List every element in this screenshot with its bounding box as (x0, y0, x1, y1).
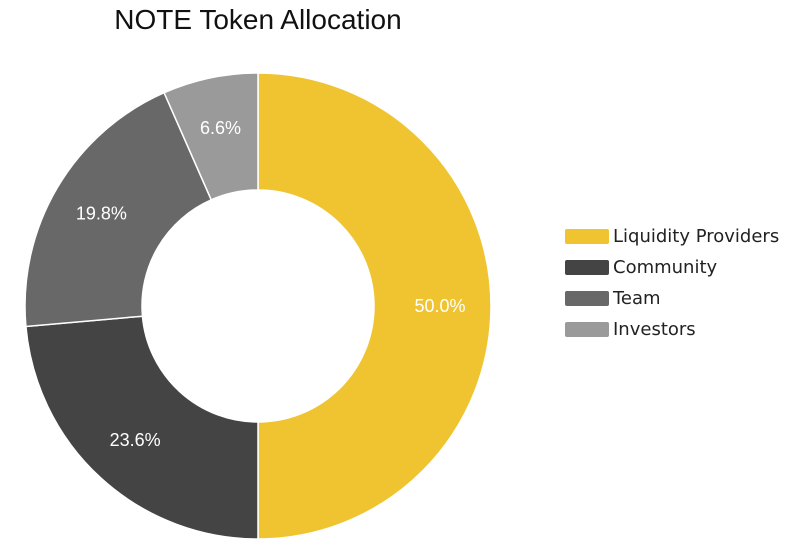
slice-label-community: 23.6% (110, 430, 161, 450)
legend-label: Investors (613, 319, 696, 340)
legend-swatch (565, 229, 609, 244)
legend-swatch (565, 260, 609, 275)
chart-title: NOTE Token Allocation (114, 4, 402, 35)
slice-investors (163, 72, 259, 201)
slice-label-liquidity-providers: 50.0% (414, 296, 465, 316)
chart-legend: Liquidity Providers Community Team Investor… (565, 221, 779, 345)
slice-label-team: 19.8% (76, 203, 127, 223)
donut-chart: 50.0% 23.6% 19.8% 6.6% (24, 72, 492, 540)
slice-label-investors: 6.6% (200, 118, 241, 138)
legend-item-liquidity-providers: Liquidity Providers (565, 221, 779, 252)
slice-community (25, 315, 259, 540)
slice-liquidity-providers (257, 72, 492, 540)
slice-team (24, 91, 213, 328)
legend-label: Liquidity Providers (613, 226, 780, 247)
legend-swatch (565, 291, 609, 306)
legend-item-team: Team (565, 283, 779, 314)
legend-label: Team (613, 288, 661, 309)
legend-item-community: Community (565, 252, 779, 283)
donut-slices (24, 72, 492, 540)
legend-item-investors: Investors (565, 314, 779, 345)
slice-labels: 50.0% 23.6% 19.8% 6.6% (76, 118, 466, 450)
legend-label: Community (613, 257, 718, 278)
legend-swatch (565, 322, 609, 337)
